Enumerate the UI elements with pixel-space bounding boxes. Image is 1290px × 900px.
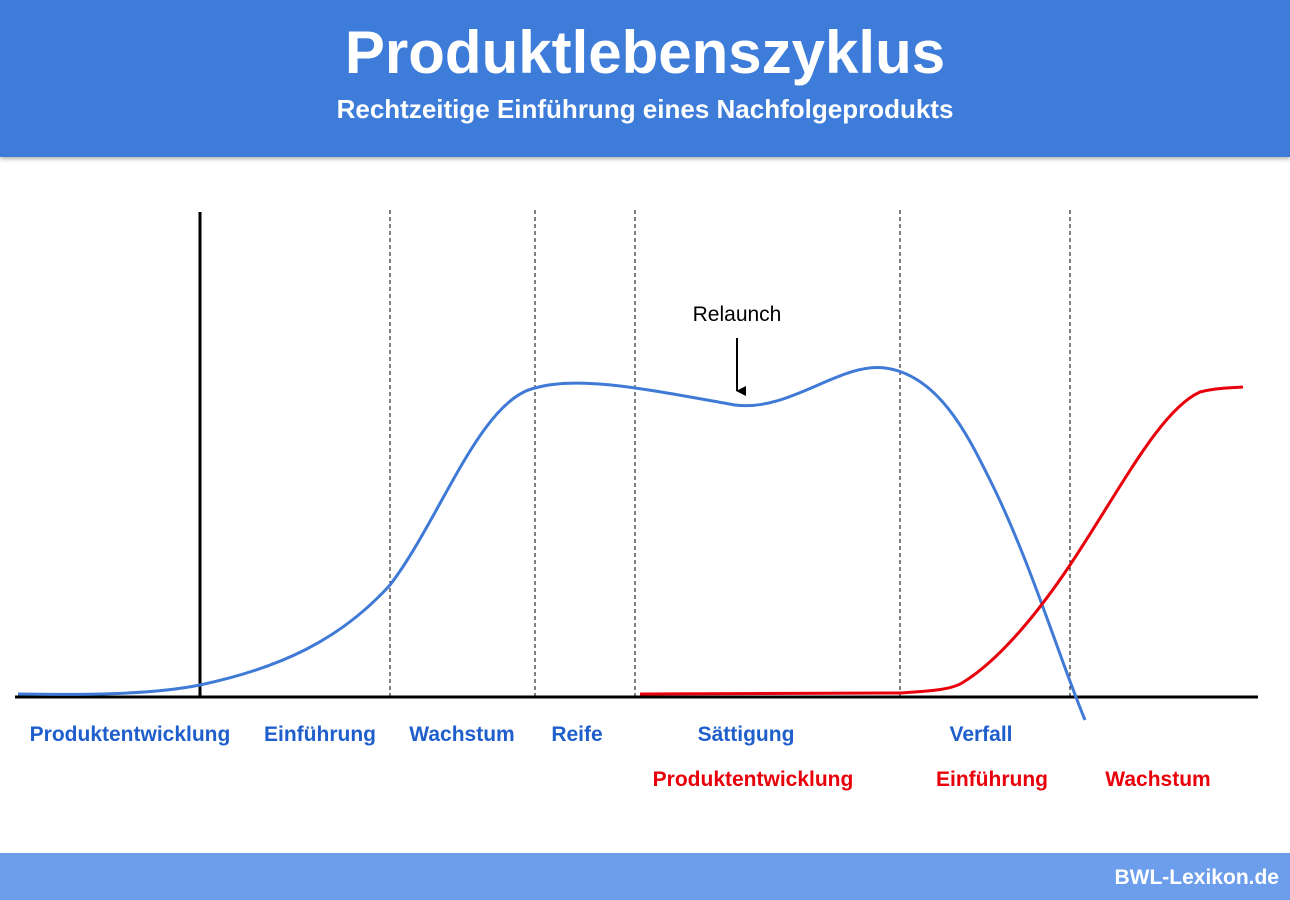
footer-bar bbox=[0, 853, 1290, 900]
current-product-curve bbox=[17, 366, 1087, 721]
phase-label: Verfall bbox=[949, 723, 1012, 746]
successor-phase-label: Wachstum bbox=[1105, 768, 1210, 791]
annotation: Relaunch bbox=[693, 303, 782, 326]
phase-label: Wachstum bbox=[409, 723, 514, 746]
successor-phase-label: Produktentwicklung bbox=[653, 768, 854, 791]
successor-phase-label: Einführung bbox=[936, 768, 1048, 791]
phase-label: Sättigung bbox=[698, 723, 795, 746]
successor-product-curve bbox=[639, 385, 1244, 696]
phase-dividers bbox=[389, 210, 1071, 697]
phase-label: Einführung bbox=[264, 723, 376, 746]
phase-label: Produktentwicklung bbox=[30, 723, 231, 746]
header-bar bbox=[0, 0, 1290, 157]
title: Produktlebenszyklus bbox=[345, 19, 945, 86]
footer-source: BWL-Lexikon.de bbox=[1114, 866, 1279, 889]
subtitle: Rechtzeitige Einführung eines Nachfolgep… bbox=[337, 94, 954, 124]
phase-label: Reife bbox=[551, 723, 602, 746]
